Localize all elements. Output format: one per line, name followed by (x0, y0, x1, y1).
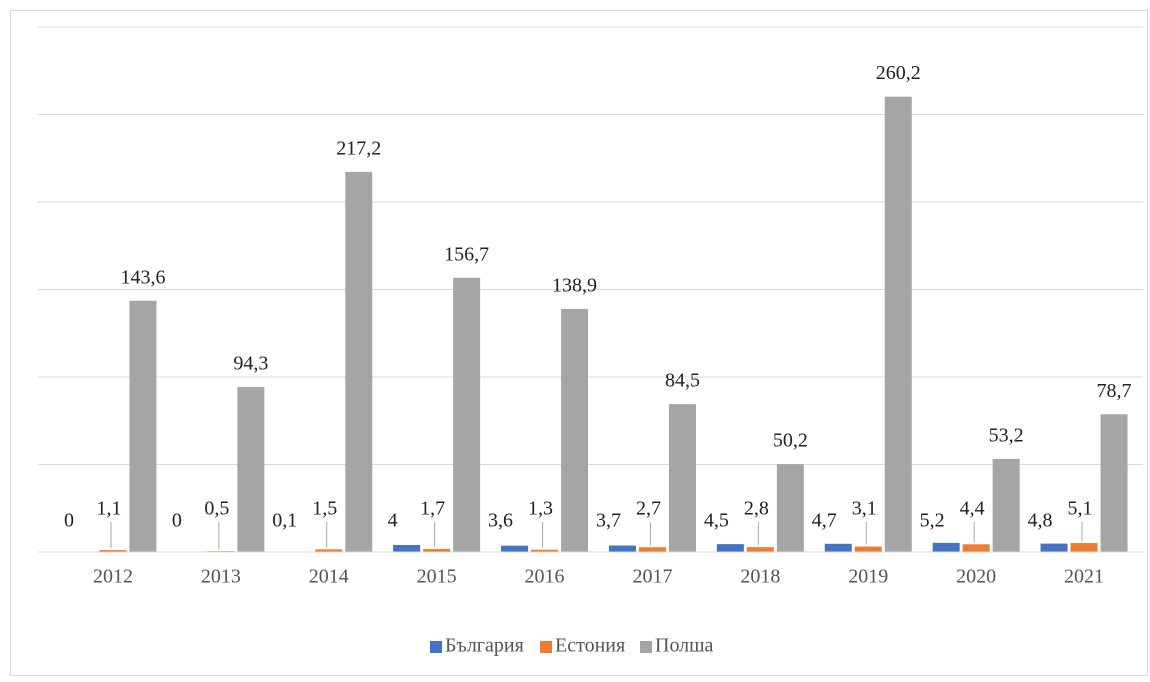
data-label: 4,4 (960, 498, 985, 520)
bar (777, 464, 804, 552)
data-label: 84,5 (665, 370, 700, 392)
data-label: 5,1 (1068, 498, 1093, 520)
data-label: 0 (64, 510, 74, 532)
bar (717, 544, 744, 552)
bar (825, 544, 852, 552)
data-label: 2,7 (636, 498, 661, 520)
data-label: 3,1 (852, 498, 877, 520)
legend-swatch (640, 641, 652, 653)
bar (1071, 543, 1098, 552)
bar (639, 547, 666, 552)
data-label: 138,9 (552, 275, 597, 297)
bar (345, 172, 372, 552)
data-label: 0,5 (204, 498, 229, 520)
data-label: 4,5 (704, 510, 729, 532)
data-label: 217,2 (336, 137, 381, 159)
x-tick-label: 2017 (632, 566, 672, 588)
bar (993, 459, 1020, 552)
data-label: 4 (388, 510, 398, 532)
data-label: 50,2 (773, 430, 808, 452)
x-tick-label: 2018 (740, 566, 780, 588)
data-label: 156,7 (444, 243, 489, 265)
bar (963, 544, 990, 552)
legend-swatch (430, 641, 442, 653)
bar (1101, 414, 1128, 552)
data-label: 3,6 (488, 510, 513, 532)
x-tick-label: 2013 (201, 566, 241, 588)
x-tick-label: 2020 (956, 566, 996, 588)
data-label: 4,8 (1028, 510, 1053, 532)
bar (393, 545, 420, 552)
data-label: 260,2 (876, 62, 921, 84)
x-tick-label: 2016 (525, 566, 565, 588)
bar (855, 547, 882, 552)
data-label: 1,1 (96, 498, 121, 520)
data-label: 3,7 (596, 510, 621, 532)
data-label: 53,2 (989, 424, 1024, 446)
bar (129, 301, 156, 552)
bar (885, 97, 912, 552)
data-label: 1,7 (420, 498, 445, 520)
bar (453, 278, 480, 552)
data-label: 4,7 (812, 510, 837, 532)
bar (237, 387, 264, 552)
data-label: 0 (172, 510, 182, 532)
x-tick-label: 2021 (1064, 566, 1104, 588)
legend-label: България (445, 635, 524, 657)
data-label: 5,2 (920, 510, 945, 532)
bar (561, 309, 588, 552)
bar (747, 547, 774, 552)
data-label: 1,5 (312, 498, 337, 520)
bar (501, 546, 528, 552)
data-label: 94,3 (233, 353, 268, 375)
x-tick-label: 2014 (309, 566, 349, 588)
legend-label: Полша (655, 635, 714, 657)
bar (933, 543, 960, 552)
x-tick-label: 2019 (848, 566, 888, 588)
bar (1041, 544, 1068, 552)
x-tick-label: 2015 (417, 566, 457, 588)
data-label: 1,3 (528, 498, 553, 520)
data-label: 143,6 (120, 266, 165, 288)
bar (609, 546, 636, 552)
data-label: 0,1 (272, 510, 297, 532)
legend-label: Естония (555, 635, 625, 657)
data-label: 78,7 (1097, 380, 1132, 402)
bar (669, 404, 696, 552)
x-tick-label: 2012 (93, 566, 133, 588)
legend-swatch (540, 641, 552, 653)
data-label: 2,8 (744, 498, 769, 520)
